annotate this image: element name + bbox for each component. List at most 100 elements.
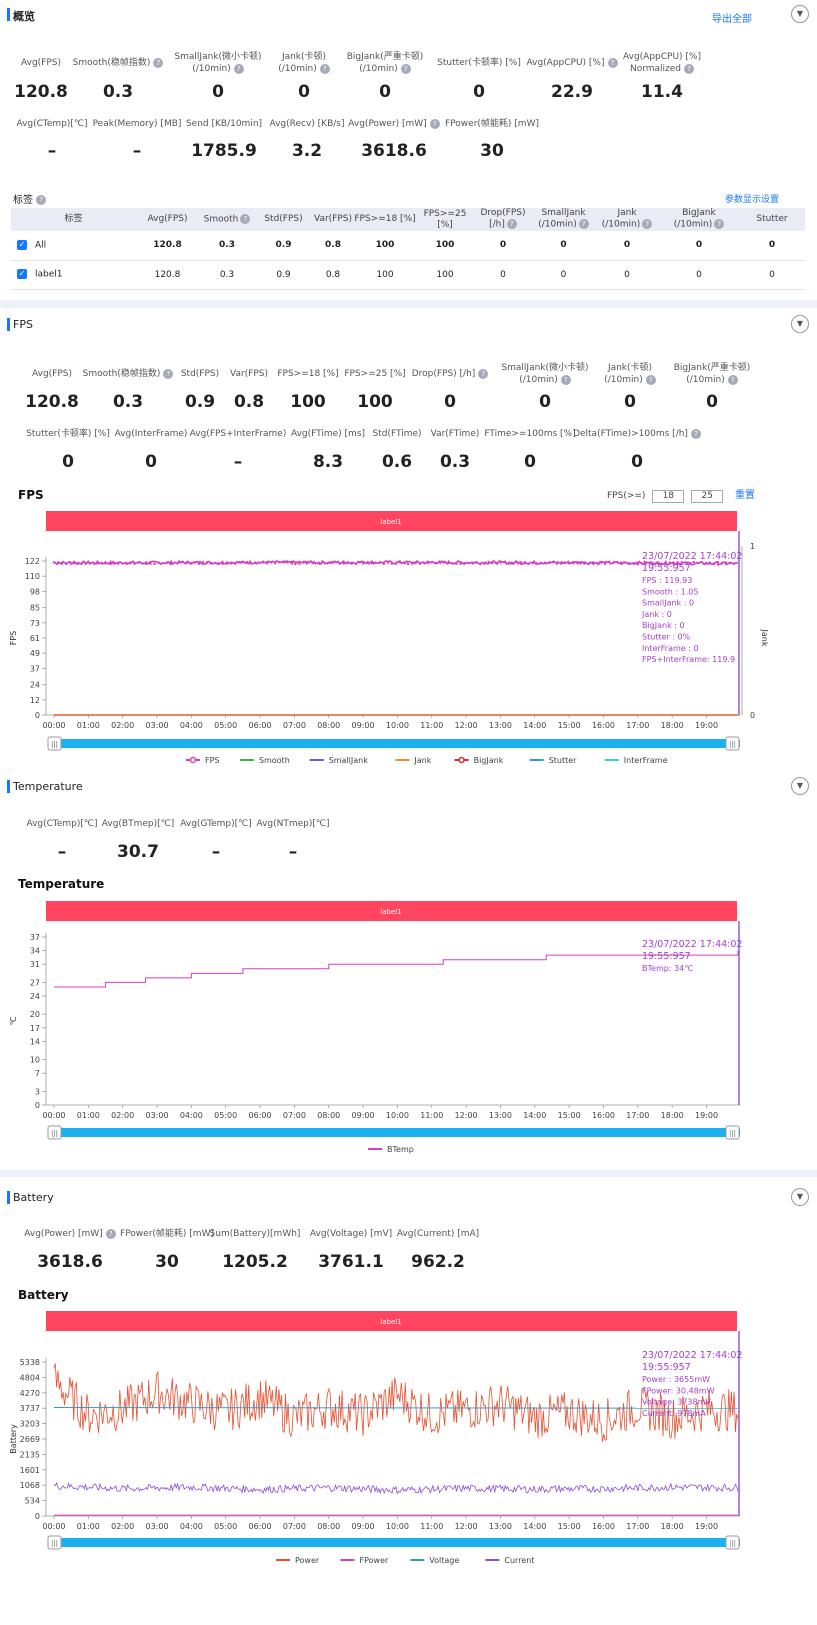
legend-item[interactable]: FPower (340, 1556, 390, 1565)
fps-point (310, 560, 313, 563)
help-icon[interactable]: ? (240, 213, 251, 224)
x-tick-label: 11:00 (420, 1111, 443, 1120)
help-icon[interactable]: ? (645, 374, 656, 385)
legend-item[interactable]: BigJank (454, 756, 504, 765)
y-tick-label: 122 (25, 557, 40, 566)
help-icon[interactable]: ? (714, 219, 725, 230)
legend-item[interactable]: FPS (186, 756, 220, 765)
y2-tick-label: 0 (750, 711, 755, 720)
tooltip-line: 19:55:957 (642, 1362, 691, 1373)
x-tick-label: 12:00 (455, 721, 478, 730)
metric-value: 1205.2 (222, 1252, 288, 1272)
help-icon[interactable]: ? (642, 219, 653, 230)
fps-point (374, 561, 378, 565)
y-axis-label: FPS (9, 631, 18, 646)
collapse-chevron-icon[interactable]: ▼ (791, 315, 809, 333)
collapse-chevron-icon[interactable]: ▼ (791, 777, 809, 795)
help-icon[interactable]: ? (607, 57, 618, 68)
fps-point (80, 561, 84, 565)
fps-point (503, 560, 506, 564)
legend-item[interactable]: Power (276, 1556, 320, 1565)
help-icon[interactable]: ? (578, 219, 589, 230)
display-settings-link[interactable]: 参数显示设置 (725, 195, 780, 205)
fps-point (282, 561, 285, 564)
time-range-slider (52, 1538, 740, 1547)
legend-item[interactable]: Jank (395, 756, 432, 765)
metric-label: FPower(帧能耗) [mW] (120, 1229, 214, 1239)
fps-point (527, 562, 530, 566)
metric-value: 0.9 (184, 392, 216, 412)
legend-item[interactable]: SmallJank (309, 756, 369, 765)
legend-label: BTemp (387, 1145, 414, 1154)
fps-threshold-input-2[interactable]: 25 (691, 490, 724, 503)
legend-label: FPower (360, 1556, 390, 1565)
help-icon[interactable]: ? (478, 368, 489, 379)
metric-label: Avg(FTime) [ms] (290, 429, 366, 439)
metric-label: Avg(FPS) (20, 58, 61, 68)
x-tick-label: 18:00 (661, 1111, 684, 1120)
collapse-chevron-icon[interactable]: ▼ (791, 5, 809, 23)
slider-handle-left (47, 1125, 62, 1140)
metric-value: 11.4 (641, 82, 683, 102)
legend-label: SmallJank (329, 756, 369, 765)
tooltip-line: FPS : 119.93 (642, 576, 692, 585)
help-icon[interactable]: ? (153, 57, 164, 68)
x-tick-label: 01:00 (77, 721, 100, 730)
help-icon[interactable]: ? (429, 118, 440, 129)
help-icon[interactable]: ? (233, 63, 244, 74)
table-cell: 0 (659, 231, 739, 261)
x-tick-label: 14:00 (523, 721, 546, 730)
fps-point (652, 562, 655, 565)
legend-item[interactable]: Voltage (410, 1556, 459, 1565)
row-checkbox[interactable]: ✓ (17, 240, 27, 250)
help-icon[interactable]: ? (105, 1228, 116, 1239)
collapse-chevron-icon[interactable]: ▼ (791, 1188, 809, 1206)
table-row[interactable]: ✓ label1 120.8 0.3 0.9 0.8 100 100 0 0 0 0 0 (11, 260, 805, 290)
help-icon[interactable]: ? (690, 428, 701, 439)
table-header-cell: Std(FPS) (255, 208, 312, 231)
fps-point (660, 562, 663, 565)
table-header-cell: Smooth? (199, 208, 255, 231)
legend-item[interactable]: Current (485, 1556, 534, 1565)
export-all-link[interactable]: 导出全部 (712, 14, 752, 25)
help-icon[interactable]: ? (400, 63, 411, 74)
metric-label: Var(FTime) (430, 429, 480, 439)
table-cell: 0 (595, 231, 659, 261)
fps-point (471, 562, 474, 565)
fps-point (435, 561, 438, 564)
table-header-cell: Jank (/10min)? (595, 208, 659, 231)
fps-point (724, 561, 728, 564)
fps-point (173, 561, 176, 564)
slider-handle-left (47, 1535, 62, 1550)
metric-label: Send [KB/10min] (185, 119, 263, 129)
metric-label: FPower(帧能耗) [mW] (445, 119, 539, 129)
legend-item[interactable]: Stutter (529, 756, 577, 765)
x-tick-label: 05:00 (214, 721, 237, 730)
fps-point (479, 562, 482, 566)
series-power (53, 1363, 739, 1442)
fps-threshold-input-1[interactable]: 18 (652, 490, 685, 503)
y-tick-label: 20 (30, 1010, 40, 1019)
help-icon[interactable]: ? (36, 195, 47, 205)
legend-label: Jank (413, 756, 431, 765)
tooltip-line: BTemp: 34℃ (642, 964, 693, 973)
help-icon[interactable]: ? (163, 368, 174, 379)
reset-link[interactable]: 重置 (735, 490, 756, 501)
fps-point (567, 561, 571, 565)
table-row[interactable]: ✓ All 120.8 0.3 0.9 0.8 100 100 0 0 0 0 0 (11, 231, 805, 261)
help-icon[interactable]: ? (727, 374, 738, 385)
help-icon[interactable]: ? (319, 63, 330, 74)
fps-point (266, 560, 269, 564)
fps-point (93, 562, 96, 565)
tooltip-line: Jank : 0 (641, 610, 672, 619)
help-icon[interactable]: ? (506, 219, 517, 230)
help-icon[interactable]: ? (684, 63, 695, 74)
fps-point (278, 560, 281, 564)
legend-item[interactable]: BTemp (368, 1145, 414, 1154)
legend-item[interactable]: InterFrame (604, 756, 668, 765)
help-icon[interactable]: ? (560, 374, 571, 385)
x-tick-label: 08:00 (317, 721, 340, 730)
row-checkbox[interactable]: ✓ (17, 269, 27, 280)
tags-title: 标签 ? (13, 191, 47, 206)
legend-item[interactable]: Smooth (239, 756, 290, 765)
